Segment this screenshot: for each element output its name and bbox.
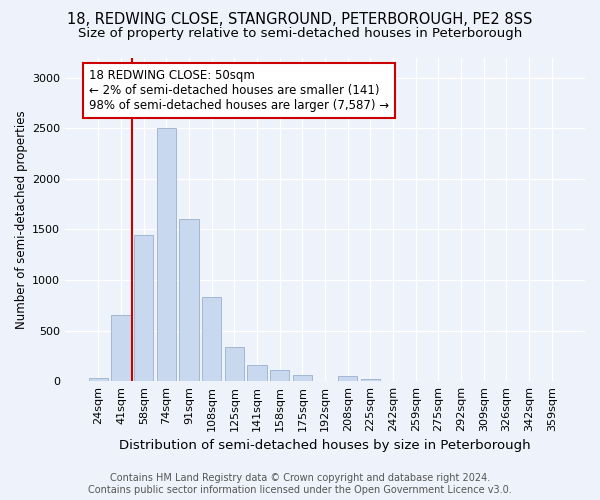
Bar	[338, 376, 358, 381]
Bar	[247, 365, 267, 381]
Bar	[293, 375, 312, 381]
Bar	[270, 370, 289, 381]
Text: 18, REDWING CLOSE, STANGROUND, PETERBOROUGH, PE2 8SS: 18, REDWING CLOSE, STANGROUND, PETERBORO…	[67, 12, 533, 28]
Bar	[383, 380, 403, 381]
Bar	[316, 380, 335, 381]
Bar	[225, 347, 244, 381]
Bar	[112, 316, 131, 381]
X-axis label: Distribution of semi-detached houses by size in Peterborough: Distribution of semi-detached houses by …	[119, 440, 531, 452]
Text: Contains HM Land Registry data © Crown copyright and database right 2024.
Contai: Contains HM Land Registry data © Crown c…	[88, 474, 512, 495]
Text: 18 REDWING CLOSE: 50sqm
← 2% of semi-detached houses are smaller (141)
98% of se: 18 REDWING CLOSE: 50sqm ← 2% of semi-det…	[89, 69, 389, 112]
Bar	[89, 378, 108, 381]
Bar	[134, 234, 154, 381]
Bar	[179, 220, 199, 381]
Text: Size of property relative to semi-detached houses in Peterborough: Size of property relative to semi-detach…	[78, 28, 522, 40]
Bar	[157, 128, 176, 381]
Y-axis label: Number of semi-detached properties: Number of semi-detached properties	[15, 110, 28, 328]
Bar	[202, 297, 221, 381]
Bar	[361, 378, 380, 381]
